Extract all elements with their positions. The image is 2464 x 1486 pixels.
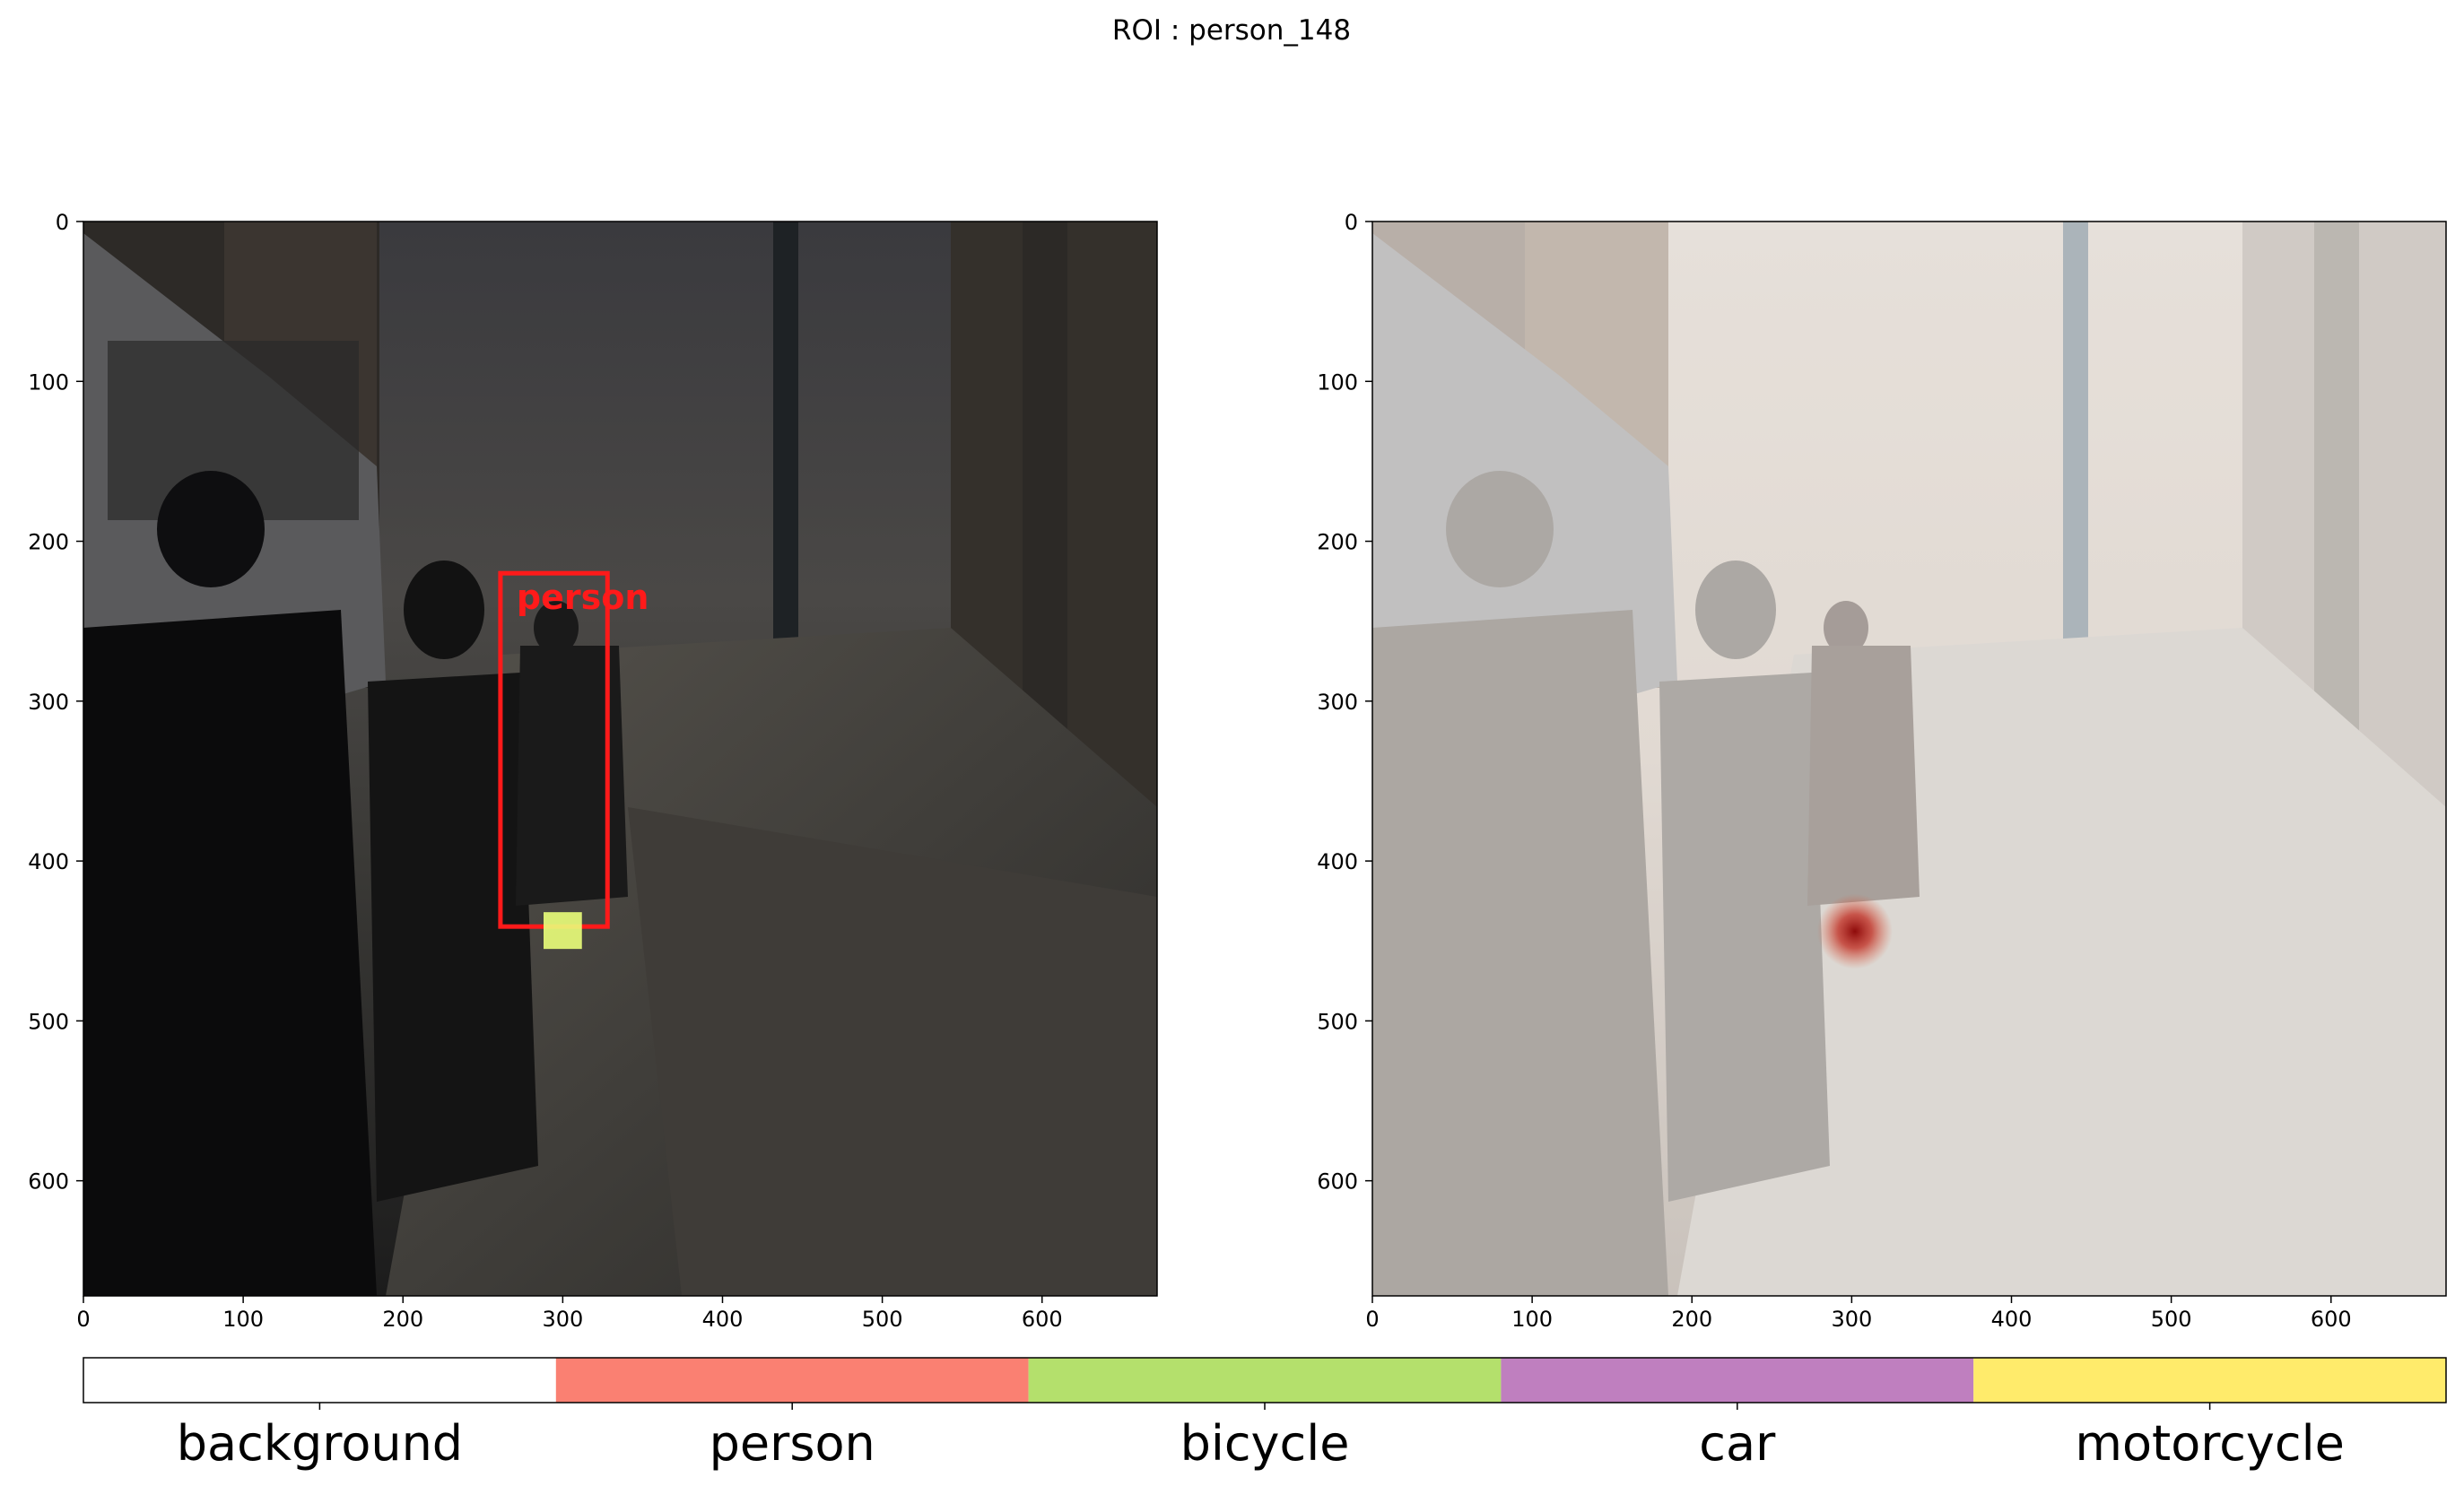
figure-title: ROI : person_148 [1112, 14, 1351, 47]
highlight-patch [544, 912, 582, 950]
left-y-tick-label: 0 [56, 210, 69, 235]
colorbar-label-person: person [710, 1415, 875, 1472]
right-y-tick-label: 400 [1317, 849, 1358, 874]
right-y-tick-label: 0 [1345, 210, 1358, 235]
right-x-tick-label: 400 [1991, 1307, 2033, 1332]
right-x-tick-label: 600 [2311, 1307, 2352, 1332]
colorbar-label-background: background [177, 1415, 463, 1472]
right-panel: 0 100 200 300 400 500 600 0 100 200 300 400 500 600 [1317, 210, 2447, 1332]
colorbar-label-motorcycle: motorcycle [2075, 1415, 2344, 1472]
left-y-tick-label: 400 [28, 849, 69, 874]
detection-label: person [517, 578, 649, 617]
colorbar-label-bicycle: bicycle [1180, 1415, 1350, 1472]
left-x-tick-label: 300 [542, 1307, 583, 1332]
left-y-tick-label: 200 [28, 530, 69, 555]
colorbar-label-car: car [1699, 1415, 1776, 1472]
class-colorbar: background person bicycle car motorcycle [83, 1357, 2447, 1472]
left-x-tick-label: 600 [1022, 1307, 1063, 1332]
right-x-tick-label: 500 [2151, 1307, 2192, 1332]
right-x-ticks: 0 100 200 300 400 500 600 [1365, 1296, 2352, 1332]
left-x-tick-label: 100 [222, 1307, 264, 1332]
right-y-ticks: 0 100 200 300 400 500 600 [1317, 210, 1372, 1195]
right-scene-image [1372, 222, 2446, 1296]
left-y-tick-label: 100 [28, 369, 69, 395]
right-x-tick-label: 300 [1831, 1307, 1872, 1332]
right-y-tick-label: 600 [1317, 1169, 1358, 1195]
colorbar-swatch-car [1501, 1358, 1974, 1403]
left-x-tick-label: 400 [702, 1307, 744, 1332]
left-y-tick-label: 600 [28, 1169, 69, 1195]
right-y-tick-label: 200 [1317, 530, 1358, 555]
left-axes-frame [83, 221, 1158, 1297]
colorbar-frame [83, 1357, 2447, 1403]
right-axes-frame [1371, 221, 2447, 1297]
attention-heat-spot [1816, 893, 1893, 969]
right-x-tick-label: 200 [1671, 1307, 1712, 1332]
right-y-tick-label: 300 [1317, 690, 1358, 715]
colorbar-swatch-person [555, 1358, 1029, 1403]
left-y-tick-label: 300 [28, 690, 69, 715]
left-y-ticks: 0 100 200 300 400 500 600 [28, 210, 83, 1195]
left-x-tick-label: 500 [862, 1307, 903, 1332]
right-y-tick-label: 100 [1317, 369, 1358, 395]
left-scene-image [83, 222, 1157, 1296]
left-x-tick-label: 0 [76, 1307, 90, 1332]
right-x-tick-label: 0 [1365, 1307, 1379, 1332]
colorbar-swatch-bicycle [1028, 1358, 1502, 1403]
right-y-tick-label: 500 [1317, 1009, 1358, 1034]
left-panel: person 0 100 200 300 400 500 600 0 100 200 300 400… [28, 210, 1158, 1332]
left-x-ticks: 0 100 200 300 400 500 600 [76, 1296, 1063, 1332]
left-y-tick-label: 500 [28, 1009, 69, 1034]
colorbar-swatch-motorcycle [1973, 1358, 2446, 1403]
right-x-tick-label: 100 [1511, 1307, 1553, 1332]
colorbar-swatch-background [83, 1358, 556, 1403]
left-x-tick-label: 200 [382, 1307, 423, 1332]
